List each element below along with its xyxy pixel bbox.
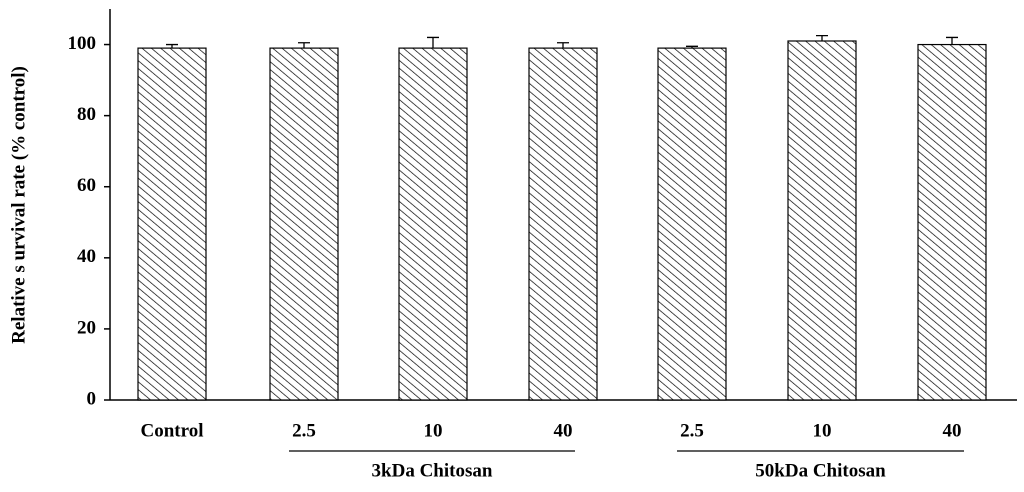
x-tick-label: 40 <box>943 420 962 441</box>
x-tick-label: 40 <box>554 420 573 441</box>
y-tick-label: 100 <box>68 33 97 54</box>
error-bar <box>166 43 178 49</box>
y-tick-label: 0 <box>87 388 97 409</box>
x-tick-label: 10 <box>813 420 832 441</box>
y-tick-label: 40 <box>77 246 96 267</box>
bar <box>917 43 987 401</box>
x-tick-label: 10 <box>424 420 443 441</box>
error-bar <box>686 45 698 49</box>
y-tick-label: 80 <box>77 104 96 125</box>
error-bar <box>298 42 310 49</box>
bar <box>787 40 857 401</box>
error-bar <box>946 36 958 45</box>
y-tick-label: 60 <box>77 175 96 196</box>
error-bar <box>816 35 828 41</box>
x-tick-label: 2.5 <box>292 420 316 441</box>
bar <box>657 47 727 401</box>
bar <box>398 47 468 401</box>
y-tick-label: 20 <box>77 317 96 338</box>
bar <box>269 47 339 401</box>
error-bar <box>557 42 569 49</box>
x-tick-label: 2.5 <box>680 420 704 441</box>
group-label: 50kDa Chitosan <box>755 460 886 481</box>
x-tick-label: Control <box>141 420 204 441</box>
error-bar <box>427 36 439 49</box>
bar <box>137 47 207 401</box>
y-axis-label: Relative s urvival rate (% control) <box>8 66 29 344</box>
bar <box>528 47 598 401</box>
group-label: 3kDa Chitosan <box>372 460 493 481</box>
